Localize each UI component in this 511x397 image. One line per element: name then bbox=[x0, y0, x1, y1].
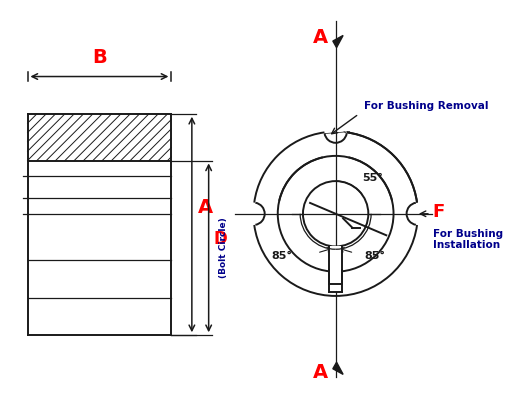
Polygon shape bbox=[333, 362, 343, 374]
Text: For Bushing
Installation: For Bushing Installation bbox=[433, 229, 503, 251]
Text: For Bushing Removal: For Bushing Removal bbox=[364, 101, 488, 112]
Bar bbox=[329, 270, 342, 292]
Polygon shape bbox=[333, 35, 343, 48]
Text: F: F bbox=[433, 203, 445, 221]
Text: (Bolt Circle): (Bolt Circle) bbox=[219, 218, 228, 278]
Text: 55°: 55° bbox=[362, 173, 383, 183]
Text: 85°: 85° bbox=[271, 251, 292, 261]
Text: B: B bbox=[92, 48, 107, 67]
Text: A: A bbox=[313, 363, 328, 382]
Text: D: D bbox=[213, 229, 227, 247]
Text: 85°: 85° bbox=[364, 251, 385, 261]
Text: A: A bbox=[197, 198, 213, 217]
Text: A: A bbox=[313, 28, 328, 47]
Bar bbox=[329, 245, 342, 284]
